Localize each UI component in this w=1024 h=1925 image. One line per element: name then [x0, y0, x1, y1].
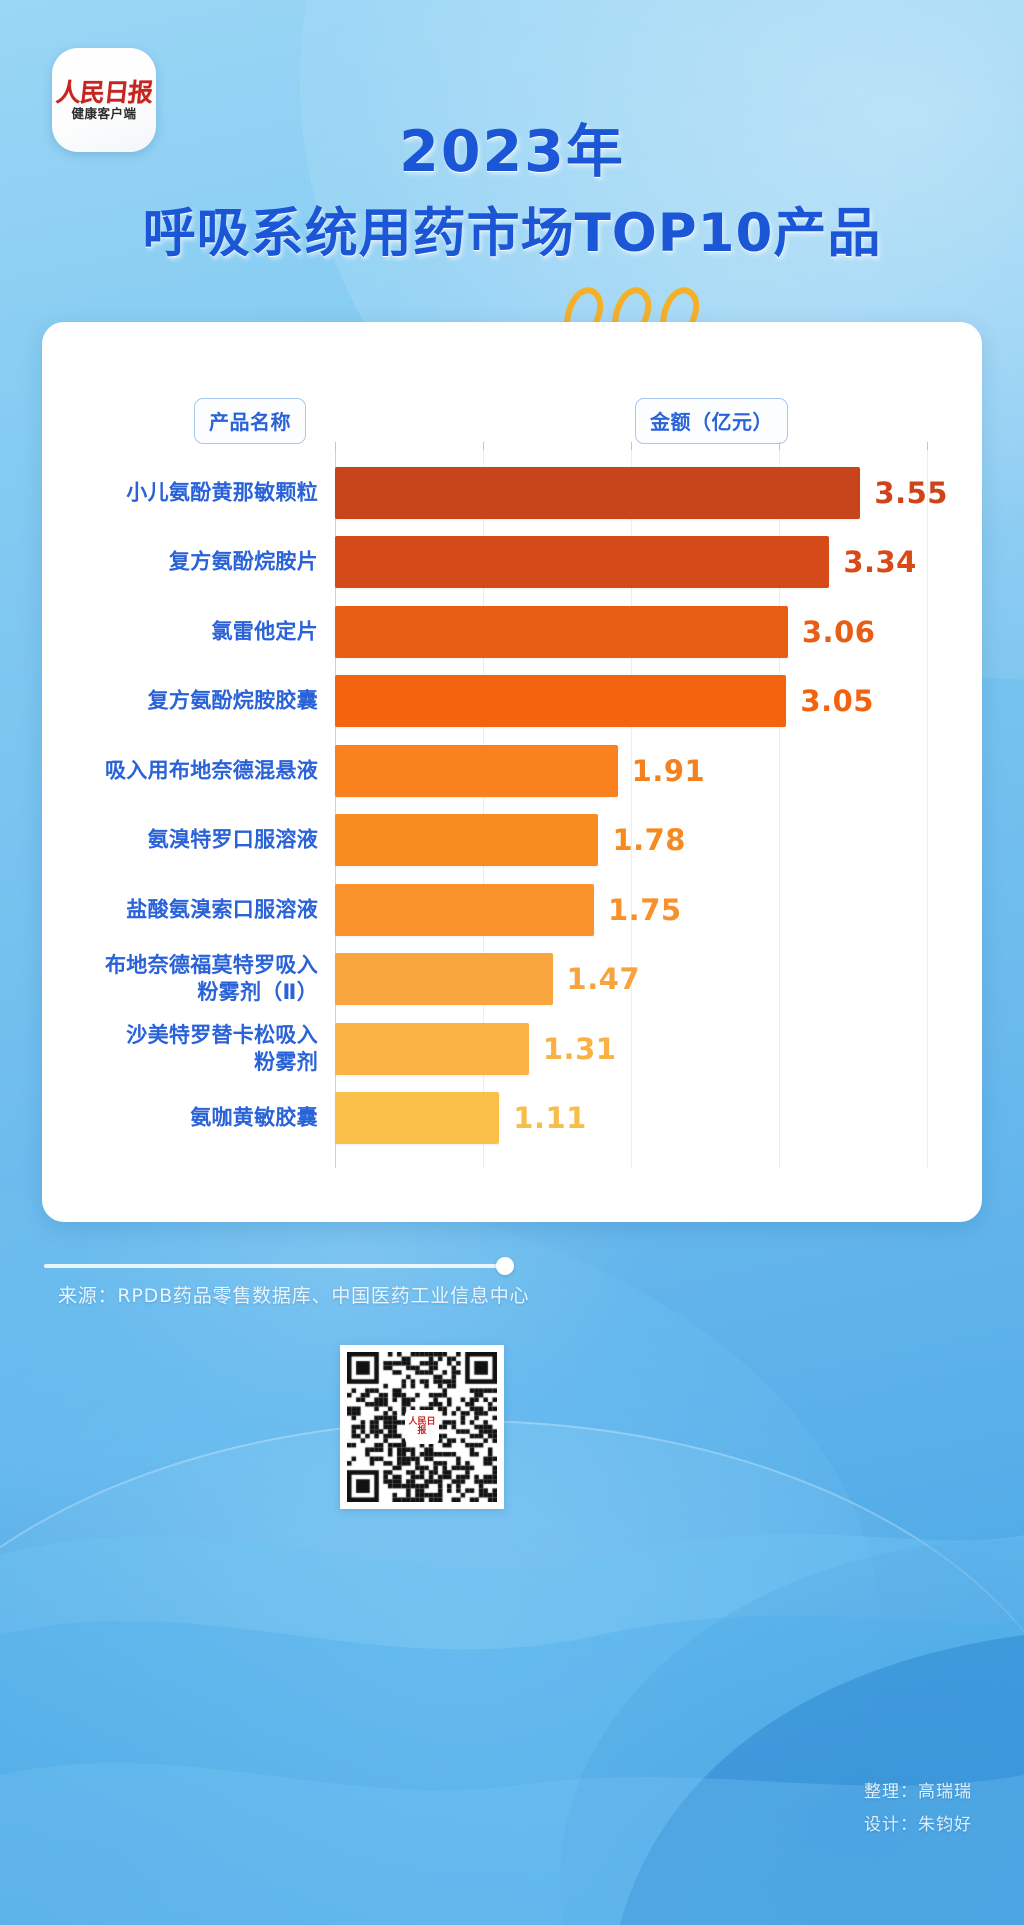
bar-value-label: 1.78	[612, 823, 686, 858]
bar-value-label: 1.31	[542, 1031, 617, 1066]
bar-value-label: 3.34	[843, 545, 917, 580]
credits: 整理：高瑞瑞 设计：朱钧好	[864, 1776, 972, 1842]
bar-value-label: 3.06	[801, 614, 876, 649]
table-row[interactable]: 氨咖黄敏胶囊 1.11	[42, 1084, 982, 1154]
axis-tick	[483, 442, 485, 450]
bar[interactable]	[335, 536, 830, 589]
bar[interactable]	[335, 814, 599, 867]
bar[interactable]	[335, 1022, 529, 1075]
bar[interactable]	[335, 883, 594, 936]
bar-category-label: 氯雷他定片	[211, 619, 318, 644]
qr-center-logo: 人民日报	[405, 1410, 439, 1444]
logo-title-text: 人民日报	[54, 77, 154, 107]
bar[interactable]	[335, 605, 788, 658]
bar-category-label: 复方氨酚烷胺胶囊	[147, 688, 318, 713]
credit-designer: 设计：朱钧好	[864, 1815, 972, 1836]
table-row[interactable]: 复方氨酚烷胺胶囊 3.05	[42, 667, 982, 737]
footer-divider-dot	[496, 1257, 514, 1275]
bar-value-label: 1.47	[566, 962, 641, 997]
bar-category-label: 布地奈德福莫特罗吸入 粉雾剂（Ⅱ）	[105, 953, 318, 1005]
bar-value-label: 1.11	[513, 1101, 587, 1136]
bar-category-label: 复方氨酚烷胺片	[168, 549, 318, 574]
bar-chart-plot: 小儿氨酚黄那敏颗粒 3.55 复方氨酚烷胺片 3.34 氯雷他定片 3.06 复方氨酚烷胺胶…	[42, 442, 982, 1168]
table-row[interactable]: 布地奈德福莫特罗吸入 粉雾剂（Ⅱ） 1.47	[42, 945, 982, 1015]
chart-card: 产品名称 金额（亿元） 小儿氨酚黄那敏颗粒 3.55 复方氨酚烷胺片 3.34 氯雷他定…	[42, 322, 982, 1222]
table-row[interactable]: 氨溴特罗口服溶液 1.78	[42, 806, 982, 876]
background-swoosh-right	[560, 1540, 1024, 1925]
qr-code[interactable]: 人民日报	[340, 1345, 504, 1509]
bar-value-label: 1.75	[608, 892, 682, 927]
bar[interactable]	[335, 1092, 500, 1145]
bar-category-label: 氨溴特罗口服溶液	[147, 827, 318, 852]
logo-subtitle-text: 健康客户端	[71, 105, 137, 121]
background-arc-outline	[0, 1420, 1024, 1925]
publisher-logo: 人民日报 健康客户端	[52, 48, 156, 152]
axis-tick	[631, 442, 633, 450]
table-row[interactable]: 氯雷他定片 3.06	[42, 597, 982, 667]
column-header-amount: 金额（亿元）	[635, 398, 788, 444]
credit-editor: 整理：高瑞瑞	[864, 1782, 972, 1802]
bar-category-label: 沙美特罗替卡松吸入 粉雾剂	[126, 1022, 318, 1074]
table-row[interactable]: 复方氨酚烷胺片 3.34	[42, 528, 982, 598]
title-year: 2023年	[399, 119, 625, 185]
footer-divider	[44, 1264, 514, 1268]
table-row[interactable]: 小儿氨酚黄那敏颗粒 3.55	[42, 458, 982, 528]
title-main: 呼吸系统用药市场TOP10产品	[142, 202, 882, 264]
table-row[interactable]: 沙美特罗替卡松吸入 粉雾剂 1.31	[42, 1014, 982, 1084]
bar-category-label: 小儿氨酚黄那敏颗粒	[126, 480, 318, 505]
bar-category-label: 盐酸氨溴索口服溶液	[126, 897, 318, 922]
bar[interactable]	[335, 953, 553, 1006]
axis-tick	[335, 442, 337, 450]
bar-value-label: 3.05	[800, 684, 874, 719]
table-row[interactable]: 吸入用布地奈德混悬液 1.91	[42, 736, 982, 806]
bar[interactable]	[335, 744, 618, 797]
bar-value-label: 1.91	[631, 753, 706, 788]
bar-value-label: 3.55	[874, 475, 948, 510]
bar[interactable]	[335, 675, 787, 728]
column-header-product-name: 产品名称	[194, 398, 306, 444]
bar-category-label: 吸入用布地奈德混悬液	[105, 758, 318, 783]
page-title: 2023年 呼吸系统用药市场TOP10产品	[0, 119, 1024, 264]
source-note: 来源：RPDB药品零售数据库、中国医药工业信息中心	[58, 1285, 530, 1307]
axis-tick	[927, 442, 929, 450]
bar[interactable]	[335, 466, 861, 519]
bar-category-label: 氨咖黄敏胶囊	[190, 1105, 318, 1130]
table-row[interactable]: 盐酸氨溴索口服溶液 1.75	[42, 875, 982, 945]
